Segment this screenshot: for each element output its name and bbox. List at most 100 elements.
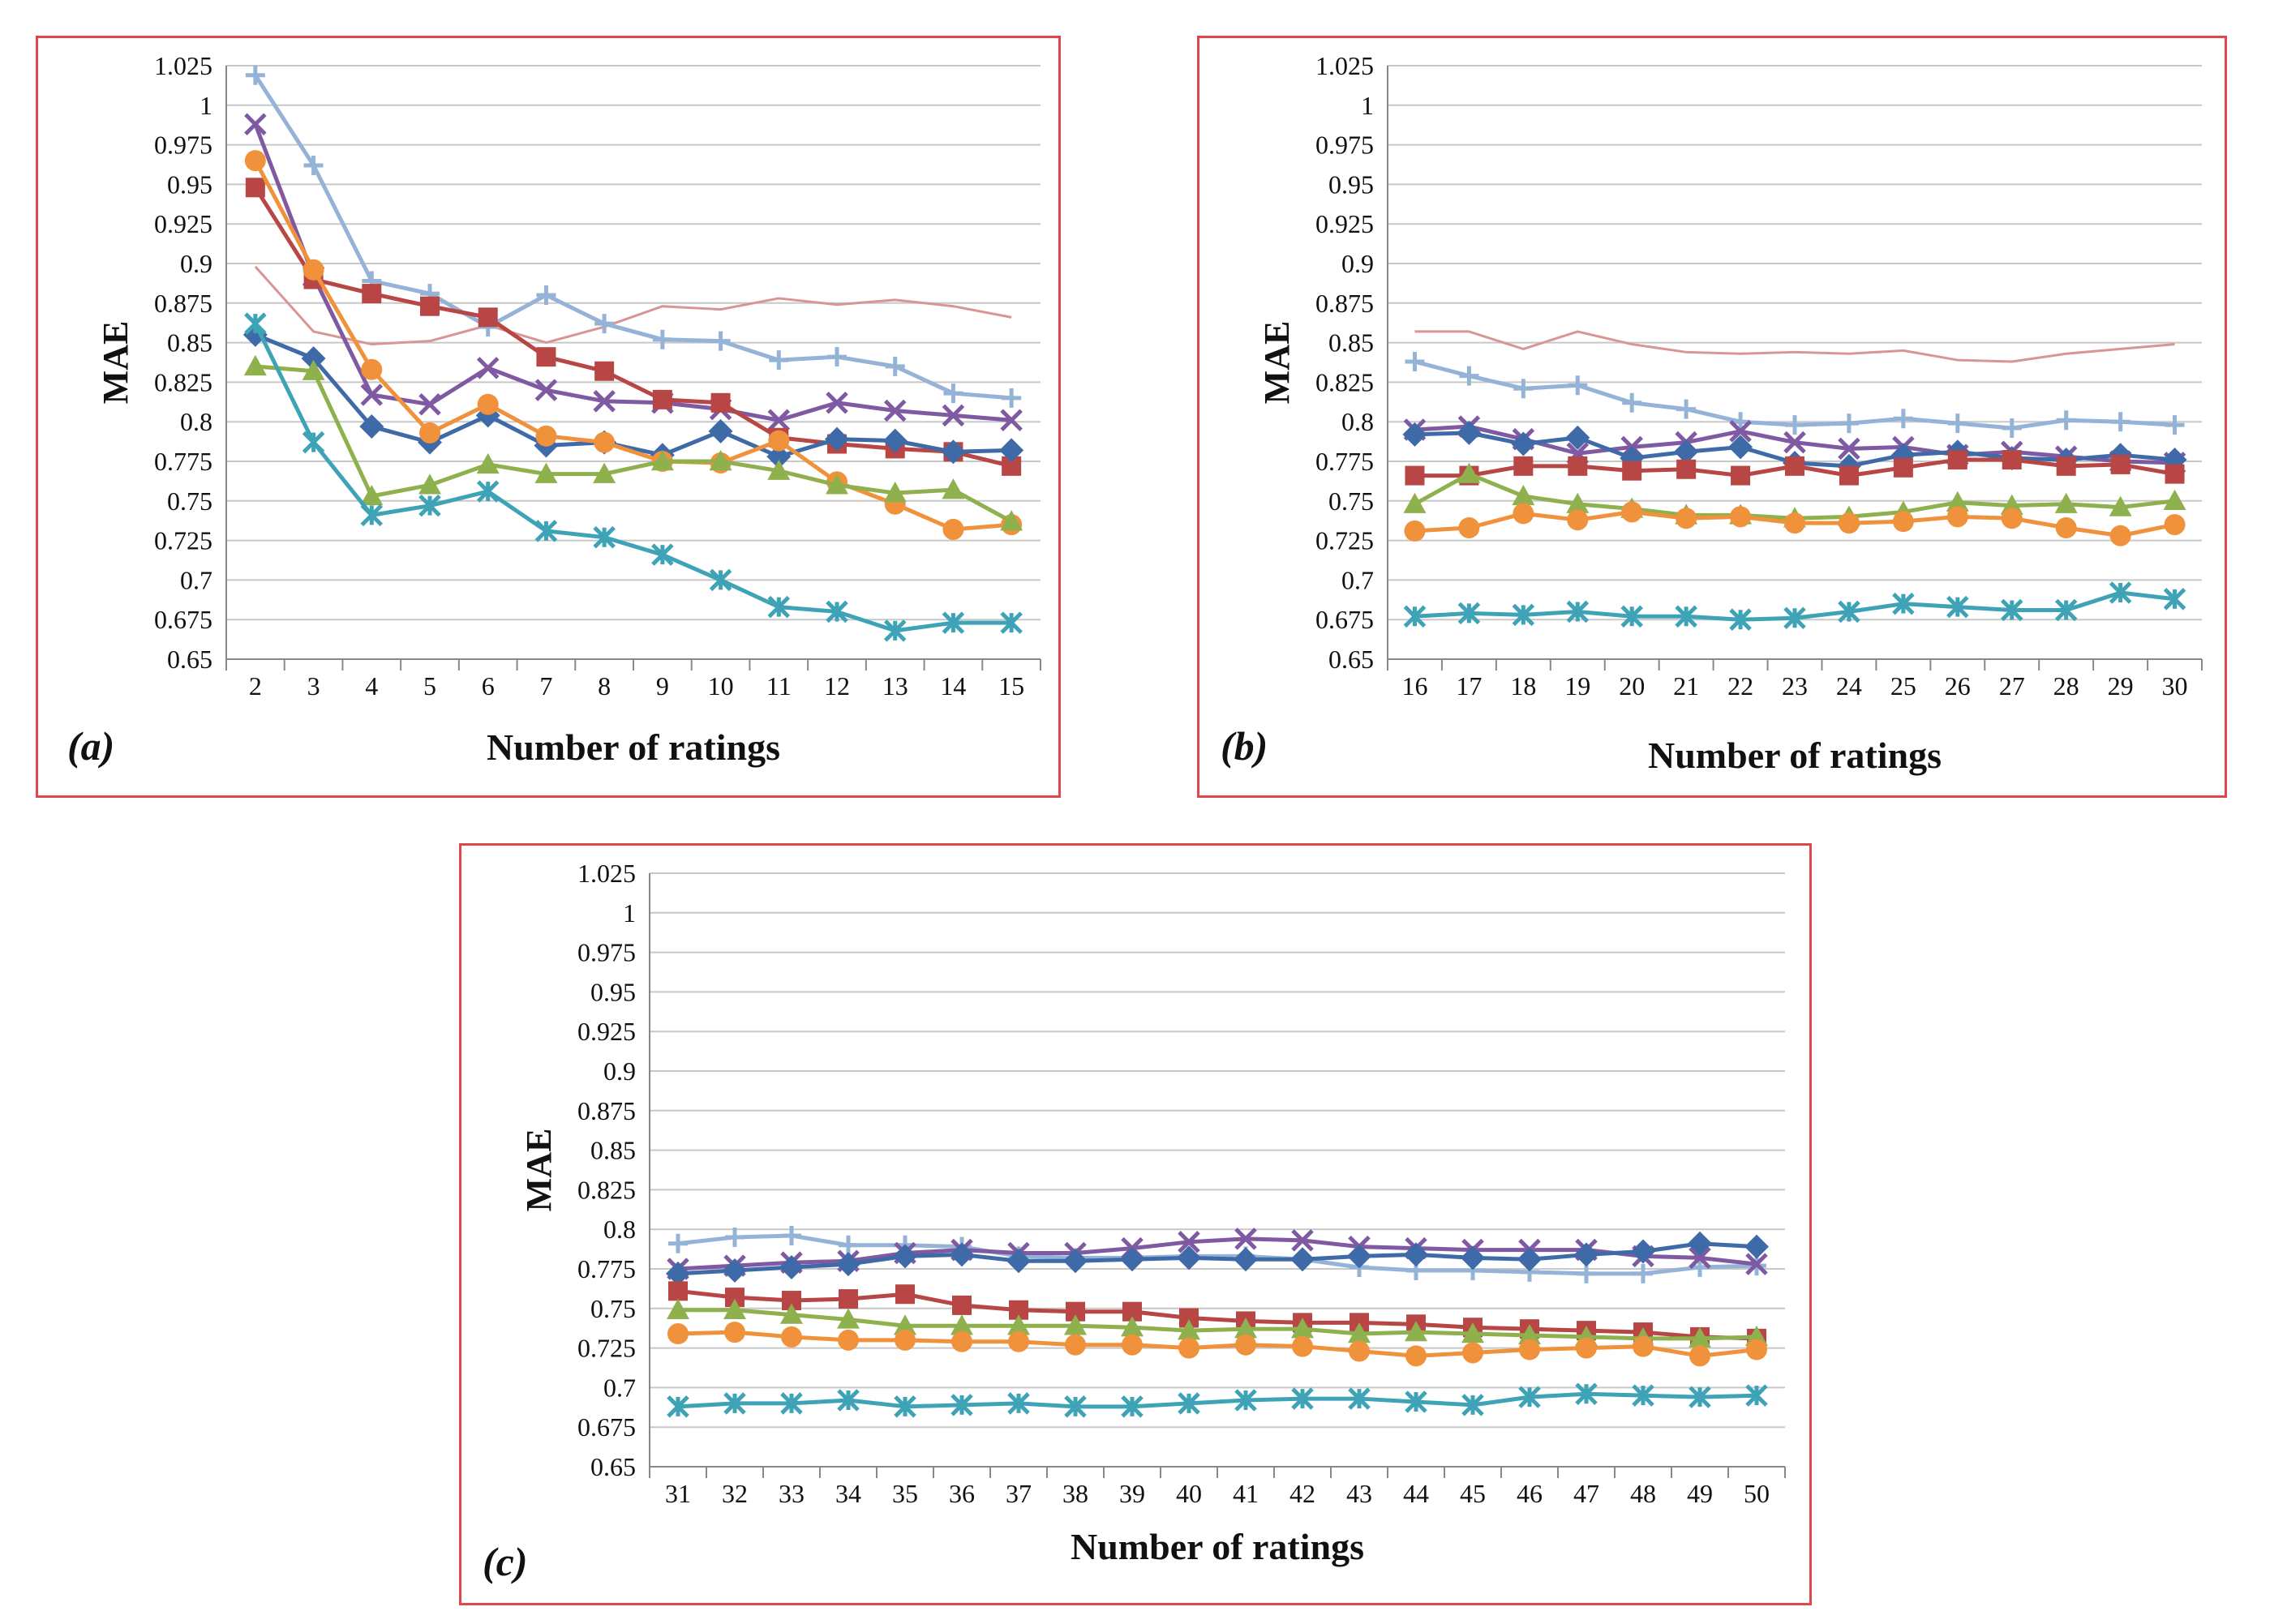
data-point (894, 1314, 916, 1335)
data-point (2109, 495, 2132, 516)
data-point (1513, 456, 1534, 476)
data-point (1512, 484, 1535, 506)
y-tick-label: 0.675 (577, 1412, 636, 1442)
data-point (826, 473, 848, 495)
series-purple-x (244, 113, 1023, 432)
data-point (883, 399, 907, 422)
x-tick-label: 21 (1673, 671, 1699, 701)
data-point (245, 178, 265, 198)
y-tick-label: 0.825 (577, 1175, 636, 1204)
x-tick-label: 15 (998, 671, 1024, 701)
data-point (1292, 1335, 1313, 1357)
x-tick-label: 48 (1630, 1479, 1656, 1508)
data-point (1633, 1263, 1653, 1283)
y-tick-label: 1 (1361, 91, 1374, 120)
data-point (943, 384, 963, 404)
data-point (2054, 492, 2078, 513)
data-point (1234, 1318, 1257, 1339)
chart-panel-b: 0.65 0.675 0.7 0.725 0.75 0.775 0.8 0.825 0.85 0.… (1197, 36, 2227, 798)
x-tick-label: 12 (824, 671, 850, 701)
data-point (1745, 1253, 1768, 1275)
data-point (243, 354, 267, 376)
panel-label: (a) (67, 723, 114, 769)
data-point (244, 113, 267, 135)
data-point (1291, 1387, 1314, 1410)
x-axis-label: Number of ratings (1648, 735, 1942, 776)
x-tick-label: 2 (249, 671, 262, 701)
chart-c-svg: 0.65 0.675 0.7 0.725 0.75 0.775 0.8 0.825 0.85 0.… (483, 859, 1786, 1584)
y-tick-label: 0.95 (1328, 169, 1374, 199)
data-point (1744, 1234, 1769, 1259)
data-point (1461, 1322, 1484, 1343)
x-tick-label: 4 (365, 671, 378, 701)
series-line (253, 123, 1012, 422)
x-tick-label: 40 (1176, 1479, 1202, 1508)
series-line (255, 364, 1013, 524)
data-point (478, 307, 498, 328)
chart-panel-c: 0.65 0.675 0.7 0.725 0.75 0.775 0.8 0.825 0.85 0.… (459, 843, 1812, 1605)
data-point (1461, 1245, 1485, 1270)
data-point (1568, 375, 1588, 396)
data-point (723, 1258, 747, 1283)
data-point (1348, 1322, 1371, 1343)
data-point (1676, 508, 1697, 529)
data-point (301, 346, 326, 371)
y-tick-label: 0.95 (167, 169, 212, 199)
x-tick-label: 46 (1517, 1479, 1543, 1508)
data-point (1403, 492, 1427, 513)
data-point (667, 1298, 689, 1319)
data-point (950, 1242, 974, 1267)
data-point (1784, 512, 1805, 534)
data-point (418, 494, 441, 517)
data-point (836, 1252, 860, 1277)
x-tick-label: 36 (949, 1479, 975, 1508)
data-point (2056, 456, 2076, 476)
data-point (710, 331, 731, 351)
series-line (678, 1308, 1757, 1341)
y-tick-label: 0.925 (154, 209, 212, 238)
data-point (826, 600, 848, 623)
data-point (882, 428, 908, 453)
x-tick-label: 9 (656, 671, 669, 701)
x-tick-label: 29 (2108, 671, 2134, 701)
x-tick-label: 25 (1890, 671, 1916, 701)
x-tick-label: 49 (1687, 1479, 1713, 1508)
x-tick-label: 23 (1782, 671, 1808, 701)
data-point (1745, 1384, 1768, 1407)
data-point (1566, 600, 1590, 623)
data-point (1892, 592, 1915, 615)
data-point (1729, 420, 1752, 443)
data-point (1178, 1319, 1200, 1340)
data-point (1518, 1323, 1541, 1345)
data-point (779, 1255, 804, 1280)
x-tick-label: 17 (1456, 671, 1482, 701)
y-axis-label: MAE (96, 321, 135, 405)
data-point (1178, 1231, 1200, 1253)
y-tick-label: 0.85 (1328, 328, 1374, 358)
data-point (1675, 605, 1697, 628)
data-point (668, 1233, 688, 1253)
data-point (1577, 1263, 1596, 1283)
data-point (245, 65, 265, 85)
y-tick-label: 0.8 (1341, 407, 1374, 436)
y-tick-label: 0.85 (590, 1136, 636, 1165)
data-point (418, 392, 441, 416)
data-point (1689, 1345, 1710, 1367)
data-point (2110, 412, 2131, 432)
y-axis-label: MAE (519, 1129, 559, 1212)
series-line (253, 159, 1012, 532)
chart-a-svg: 0.65 0.675 0.7 0.725 0.75 0.775 0.8 0.825 0.85 0.… (67, 51, 1041, 769)
data-point (476, 357, 500, 379)
x-tick-label: 30 (2162, 671, 2188, 701)
data-point (1689, 1386, 1711, 1408)
data-point (723, 1392, 746, 1415)
x-tick-label: 42 (1289, 1479, 1315, 1508)
x-tick-label: 3 (307, 671, 320, 701)
data-point (1839, 413, 1859, 434)
data-point (1291, 1229, 1314, 1252)
x-tick-label: 50 (1744, 1479, 1770, 1508)
data-point (1519, 1339, 1540, 1360)
series-line (1414, 330, 2175, 363)
data-point (477, 393, 499, 415)
data-point (767, 409, 791, 432)
